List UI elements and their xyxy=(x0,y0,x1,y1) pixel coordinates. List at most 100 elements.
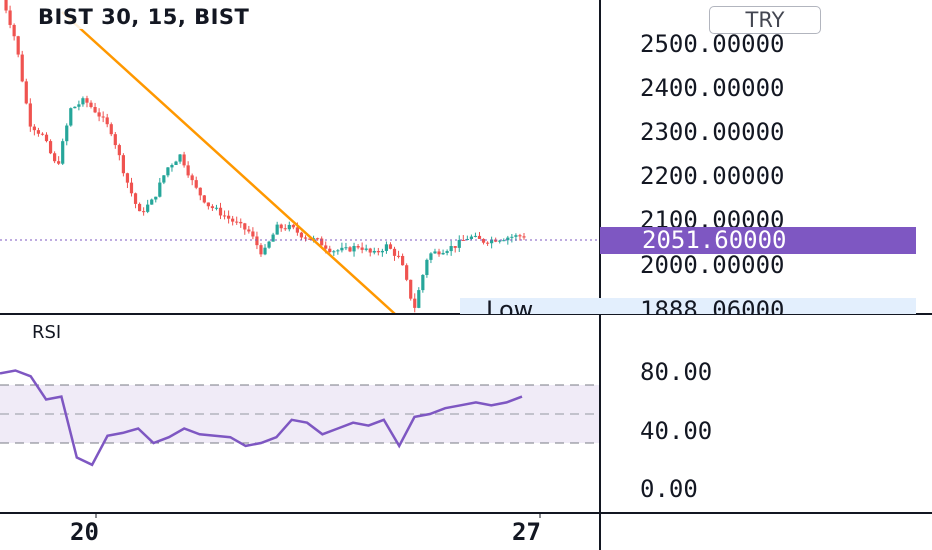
candle-body xyxy=(392,248,397,256)
candle-body xyxy=(360,247,364,250)
candle-body xyxy=(239,221,243,224)
candle-body xyxy=(307,238,312,240)
candle-body xyxy=(85,98,89,103)
candle-body xyxy=(441,252,445,255)
candle-body xyxy=(356,246,360,248)
candle-body xyxy=(202,195,206,203)
candle-body xyxy=(121,155,125,174)
candle-body xyxy=(324,245,328,249)
candle-body xyxy=(146,204,150,212)
rsi-line[interactable] xyxy=(0,369,523,467)
rsi-pane[interactable] xyxy=(0,369,600,467)
candle-body xyxy=(368,248,372,253)
candle-body xyxy=(477,235,482,239)
candle-body xyxy=(417,290,421,308)
candle-body xyxy=(222,215,227,217)
candle-body xyxy=(186,165,190,176)
candle-body xyxy=(376,250,380,253)
candle-body xyxy=(457,239,461,248)
candle-body xyxy=(166,167,170,176)
candle-body xyxy=(481,238,486,243)
candle-body xyxy=(352,246,356,252)
candle-body xyxy=(445,251,449,253)
candle-body xyxy=(4,0,8,11)
price-label-2500: 2500.00000 xyxy=(640,30,785,58)
candle-body xyxy=(150,199,154,205)
candle-body xyxy=(453,246,457,248)
symbol-title[interactable]: BIST 30, 15, BIST xyxy=(34,5,254,29)
rsi-label-80: 80.00 xyxy=(640,358,713,386)
candle-body xyxy=(469,236,473,239)
candle-body xyxy=(129,182,134,194)
candle-body xyxy=(227,215,231,219)
candle-body xyxy=(485,242,490,244)
candle-body xyxy=(384,244,389,251)
candlestick-series[interactable] xyxy=(0,0,526,313)
currency-button[interactable]: TRY xyxy=(709,6,821,34)
candle-body xyxy=(231,218,235,222)
candle-body xyxy=(235,221,239,223)
candle-body xyxy=(137,203,142,212)
candle-body xyxy=(340,247,344,251)
candle-body xyxy=(275,224,279,235)
candle-body xyxy=(214,207,219,209)
candle-body xyxy=(198,187,202,196)
candle-body xyxy=(24,81,28,104)
candle-body xyxy=(388,244,393,249)
candle-body xyxy=(48,141,53,154)
candle-body xyxy=(259,245,263,255)
candle-body xyxy=(182,154,186,166)
candle-body xyxy=(158,182,162,197)
candle-body xyxy=(125,173,130,183)
candle-body xyxy=(73,106,77,109)
last-price-badge: 2051.60000 xyxy=(600,227,916,254)
candle-body xyxy=(316,238,320,240)
candle-body xyxy=(344,247,348,249)
candle-body xyxy=(117,145,121,156)
low-price-value: 1888.06000 xyxy=(640,298,785,314)
candle-body xyxy=(506,237,510,241)
candle-body xyxy=(194,180,198,188)
candle-body xyxy=(109,124,113,135)
candle-body xyxy=(69,108,73,126)
candle-body xyxy=(65,125,69,142)
candle-body xyxy=(421,274,425,291)
trendline[interactable] xyxy=(61,11,396,315)
candle-body xyxy=(320,238,324,246)
candle-body xyxy=(437,251,441,255)
candle-body xyxy=(40,133,45,135)
candle-body xyxy=(8,10,12,25)
candle-body xyxy=(267,241,271,248)
candle-body xyxy=(77,104,81,107)
time-label-27: 27 xyxy=(512,518,541,546)
price-label-2300: 2300.00000 xyxy=(640,118,785,146)
price-label-2400: 2400.00000 xyxy=(640,74,785,102)
candle-body xyxy=(518,235,522,237)
candle-body xyxy=(61,141,65,164)
low-price-label: Low xyxy=(486,298,534,314)
rsi-label-0: 0.00 xyxy=(640,475,698,503)
candle-body xyxy=(101,116,105,118)
price-label-2000: 2000.00000 xyxy=(640,251,785,279)
candle-body xyxy=(142,211,146,213)
candle-body xyxy=(279,224,283,229)
candle-body xyxy=(154,196,158,200)
candle-body xyxy=(332,251,336,253)
candle-body xyxy=(498,240,502,242)
candle-body xyxy=(32,126,36,131)
candle-body xyxy=(251,231,255,237)
candle-body xyxy=(303,237,308,239)
candle-body xyxy=(510,236,514,238)
rsi-label-40: 40.00 xyxy=(640,417,713,445)
candle-body xyxy=(243,223,247,230)
candle-body xyxy=(36,130,41,134)
candle-body xyxy=(522,236,526,238)
rsi-title[interactable]: RSI xyxy=(32,322,62,343)
candle-body xyxy=(291,224,295,228)
candle-body xyxy=(218,207,223,216)
candle-body xyxy=(178,154,182,162)
candle-body xyxy=(255,236,259,246)
candle-body xyxy=(449,246,453,252)
